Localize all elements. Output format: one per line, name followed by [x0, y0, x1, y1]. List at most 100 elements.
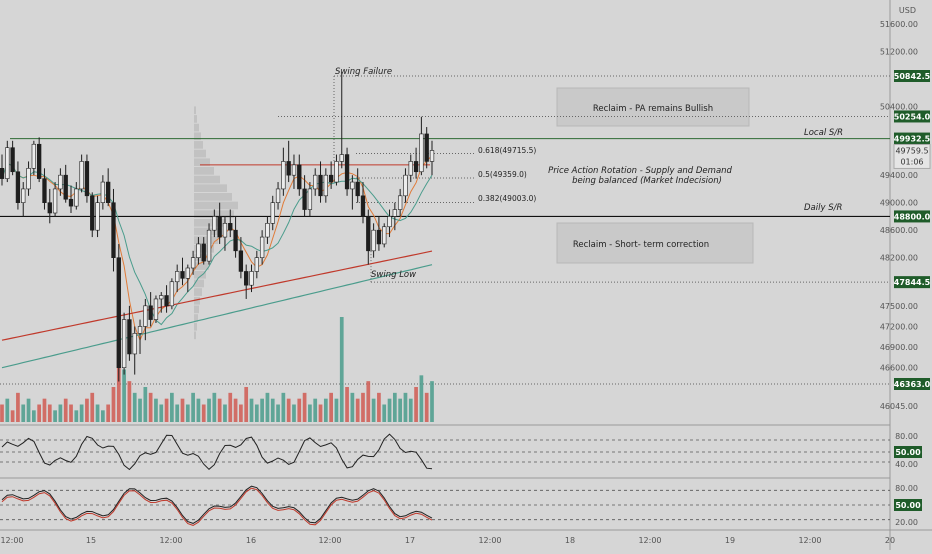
oscillator-stoch: [0, 485, 890, 526]
time-axis[interactable]: 12:00 15 12:00 16 12:00 17 12:00 18 12:00 19 12:00…: [0, 536, 895, 545]
volume-bar: [398, 398, 403, 422]
reclaim-correction-box[interactable]: [556, 222, 754, 264]
candle-body: [196, 243, 201, 258]
volume-bar: [21, 404, 26, 422]
price-tick-label: 51600.00: [880, 20, 918, 29]
volume-bar: [329, 392, 333, 422]
current-price-label: 49759.5: [895, 146, 928, 155]
time-tick-label: 12:00: [478, 536, 501, 545]
volume-bar: [392, 392, 397, 422]
candle-body: [281, 161, 286, 190]
volume-bar: [212, 392, 217, 422]
candle-body: [79, 161, 84, 190]
candle-body: [307, 188, 313, 210]
candle-body: [212, 216, 217, 231]
volume-profile-bar: [194, 218, 226, 227]
reclaim-bullish-label: Reclaim - PA remains Bullish: [593, 104, 713, 114]
price-badge: [894, 110, 930, 123]
reclaim-correction-label: Reclaim - Short- term correction: [573, 240, 709, 250]
volume-bar: [249, 398, 254, 422]
candle-body: [339, 154, 344, 162]
volume-bar: [377, 392, 381, 422]
time-tick-label: 18: [565, 536, 575, 545]
volume-profile-bar: [194, 175, 220, 184]
volume-profile-bar: [194, 184, 227, 193]
candle-body: [206, 229, 212, 262]
oscillator-rsi: [0, 433, 890, 471]
volume-bar: [323, 398, 328, 422]
price-tick-label: 48200.00: [880, 254, 918, 263]
volume-bar: [276, 404, 280, 422]
candle-body: [121, 319, 127, 369]
candle-body: [90, 195, 95, 231]
swing-low-label: Swing Low: [371, 270, 416, 280]
volume-bar: [334, 398, 339, 422]
candle-body: [127, 319, 132, 355]
volume-bar: [270, 398, 275, 422]
volume-bar: [286, 398, 291, 422]
candle-body: [217, 216, 222, 238]
volume-bar: [0, 404, 4, 422]
volume-profile-bar: [194, 123, 199, 132]
volume-bar: [185, 404, 190, 422]
volume-bar: [5, 398, 10, 422]
candle-body: [106, 181, 111, 203]
osc-tick-label: 20.00: [895, 518, 918, 527]
candle-body: [392, 209, 397, 217]
candle-body: [47, 202, 52, 214]
volume-bar: [244, 387, 249, 422]
candle-body: [344, 154, 350, 190]
price-badge: [894, 132, 930, 145]
ma-fast: [1, 155, 433, 342]
volume-profile-bar: [194, 296, 200, 305]
candle-body: [31, 143, 37, 169]
volume-profile-bar: [194, 167, 214, 175]
price-tick-label: 49000.00: [880, 199, 918, 208]
candle-body: [360, 195, 366, 217]
volume-profile-bar: [194, 149, 206, 158]
price-badge: [894, 378, 930, 390]
candle-body: [350, 181, 355, 190]
price-axis[interactable]: 46045.00 46600.00 46900.00 47200.00 47500.00…: [880, 20, 931, 527]
candle-body: [238, 250, 244, 272]
candle-body: [313, 174, 318, 190]
reclaim-bullish-box[interactable]: [556, 87, 750, 127]
candle-body: [37, 143, 42, 179]
candle-body: [132, 333, 137, 355]
currency-label: USD: [899, 6, 916, 15]
price-tick-label: 46600.00: [880, 364, 918, 373]
time-tick-label: 16: [246, 536, 256, 545]
volume-bar: [42, 398, 47, 422]
candle-body: [201, 243, 206, 262]
price-badge: [894, 70, 930, 82]
candle-body: [169, 281, 175, 307]
volume-bar: [69, 404, 73, 422]
price-tick-label: 48600.00: [880, 226, 918, 235]
candle-body: [137, 326, 143, 334]
time-tick-label: 12:00: [318, 536, 341, 545]
candle-body: [275, 188, 281, 203]
volume-bar: [361, 392, 365, 422]
volume-bar: [148, 392, 153, 422]
candle-body: [95, 202, 100, 231]
volume-profile-bar: [194, 141, 203, 149]
volume-bar: [175, 404, 180, 422]
rotation-label-line2: being balanced (Market Indecision): [572, 176, 722, 186]
volume-bar: [366, 381, 371, 422]
volume-profile-bar: [194, 158, 210, 167]
price-badge: [894, 210, 930, 223]
volume-profile-bar: [194, 322, 197, 331]
candle-body: [233, 229, 238, 252]
volume-bar: [106, 404, 111, 422]
volume-bars: [0, 317, 434, 422]
volume-bar: [387, 398, 392, 422]
candle-body: [318, 174, 323, 197]
volume-profile-bar: [194, 193, 232, 201]
candle-body: [180, 271, 185, 279]
candle-body: [270, 202, 275, 224]
volume-bar: [85, 398, 89, 422]
candle-body: [397, 195, 403, 210]
candle-body: [297, 164, 302, 190]
